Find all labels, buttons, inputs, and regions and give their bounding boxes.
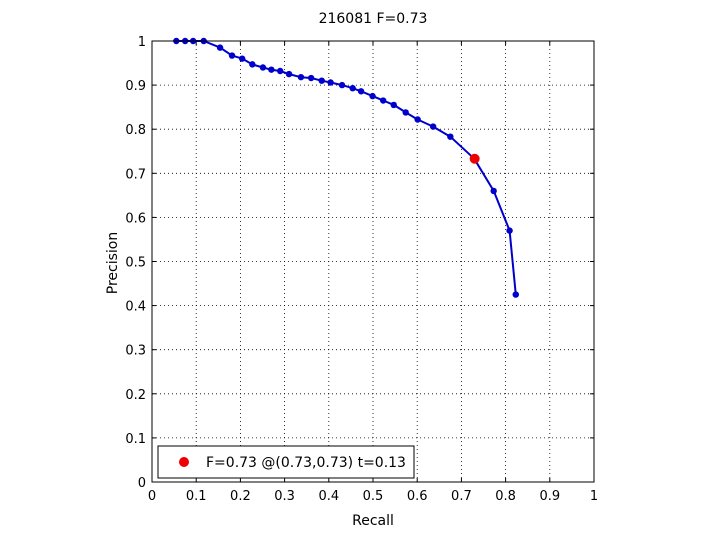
- data-point: [285, 70, 293, 78]
- data-point: [414, 116, 421, 123]
- y-tick-label: 0: [138, 476, 146, 491]
- x-axis-label: Recall: [352, 513, 394, 529]
- data-point: [390, 101, 397, 109]
- y-tick-label: 0.1: [125, 432, 146, 447]
- x-tick-label: 0.7: [451, 489, 472, 504]
- y-tick-label: 0.7: [125, 167, 146, 182]
- y-tick-label: 0.3: [125, 344, 146, 359]
- best-f-point: [469, 153, 480, 164]
- chart-title: 216081 F=0.73: [319, 11, 428, 27]
- x-tick-label: 0.6: [407, 489, 428, 504]
- grid-lines: [152, 41, 594, 482]
- data-point: [338, 81, 346, 89]
- data-point: [276, 67, 284, 75]
- x-tick-label: 0.5: [363, 489, 384, 504]
- x-tick-label: 0.2: [230, 489, 251, 504]
- data-point: [259, 64, 267, 71]
- x-tick-label: 0.3: [274, 489, 295, 504]
- legend-box: [157, 445, 415, 479]
- data-point: [307, 74, 315, 82]
- data-point: [447, 133, 454, 140]
- data-point: [506, 227, 513, 234]
- data-point: [369, 92, 376, 100]
- data-point: [238, 55, 246, 62]
- series-layer: [173, 37, 519, 298]
- y-tick-label: 0.9: [125, 79, 146, 94]
- y-tick-label: 0.5: [125, 256, 146, 271]
- data-point: [318, 77, 325, 84]
- data-point: [327, 79, 334, 86]
- x-tick-label: 0.9: [539, 489, 560, 504]
- data-point: [249, 61, 256, 68]
- data-point: [379, 97, 387, 104]
- data-point: [357, 88, 365, 95]
- y-axis-label: Precision: [105, 232, 121, 294]
- data-point: [228, 52, 236, 59]
- data-point: [490, 187, 497, 195]
- x-tick-label: 0.1: [186, 489, 207, 504]
- data-point: [268, 66, 275, 73]
- tick-labels: 0 0.1 0.2 0.3 0.4 0.5 0.6 0.7 0.8 0.9 1 0 0.1 0.2 0.3 0…: [125, 35, 598, 504]
- x-tick-label: 0: [148, 489, 156, 504]
- data-point: [512, 291, 519, 298]
- legend: F=0.73 @(0.73,0.73) t=0.13: [157, 445, 415, 479]
- y-tick-label: 1: [138, 35, 146, 50]
- data-point: [349, 84, 356, 92]
- x-tick-label: 0.8: [495, 489, 516, 504]
- y-tick-label: 0.6: [125, 211, 146, 226]
- data-point: [297, 73, 305, 81]
- plot-frame: [151, 40, 595, 483]
- legend-entry: F=0.73 @(0.73,0.73) t=0.13: [206, 455, 406, 471]
- data-point: [402, 109, 409, 116]
- legend-marker: [179, 457, 189, 467]
- data-point: [216, 44, 224, 51]
- data-point: [429, 123, 437, 130]
- y-tick-label: 0.4: [125, 300, 146, 315]
- y-tick-label: 0.8: [125, 123, 146, 138]
- y-tick-label: 0.2: [125, 388, 146, 403]
- x-tick-label: 1: [590, 489, 598, 504]
- x-tick-label: 0.4: [318, 489, 339, 504]
